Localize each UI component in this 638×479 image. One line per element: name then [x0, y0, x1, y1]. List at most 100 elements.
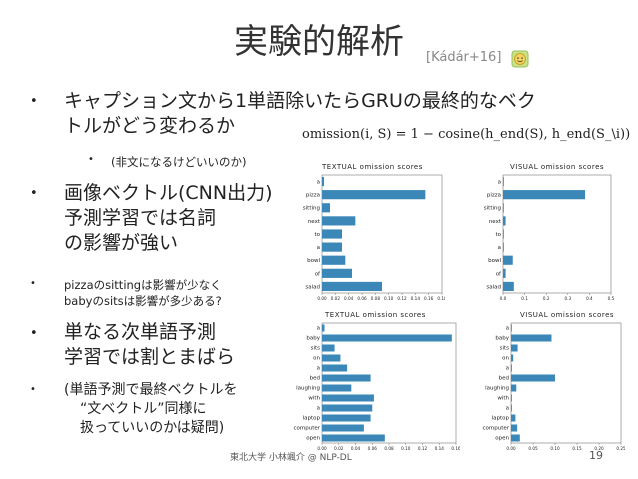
bullet-dot: •: [30, 94, 38, 109]
category-label: a: [498, 180, 501, 186]
category-label: baby: [495, 336, 509, 342]
bar: [511, 384, 517, 392]
bullet-dot: •: [30, 384, 36, 395]
chart-title: TEXTUAL omission scores: [325, 311, 426, 319]
bar: [503, 242, 504, 252]
tick-label: 0.02: [334, 446, 344, 451]
category-label: a: [498, 245, 501, 251]
category-label: bowl: [488, 258, 501, 264]
tick-label: 0.06: [357, 296, 367, 301]
bullet-dot: •: [30, 326, 38, 341]
category-label: next: [308, 219, 321, 225]
chart-visual-baby: VISUAL omission scores a baby sits on a bed la…: [475, 311, 625, 454]
bullet-1: キャプション文から1単語除いたらGRUの最終的なベク トルがどう変わるか: [64, 89, 624, 139]
bullet-2-line-1: 画像ベクトル(CNN出力): [64, 182, 273, 204]
category-label: a: [506, 406, 509, 412]
chart-title: VISUAL omission scores: [510, 163, 605, 171]
category-label: on: [313, 356, 320, 362]
bar: [322, 255, 346, 265]
tick-label: 0.04: [344, 296, 354, 301]
bullet-5: (単語予測で最終ベクトルを “文ベクトル”同様に 扱っていいのかは疑問): [64, 381, 237, 438]
tick-label: 0.10: [384, 296, 394, 301]
tick-label: 0.00: [506, 446, 516, 451]
bullet-1-line-1: キャプション文から1単語除いたらGRUの最終的なベク: [64, 90, 536, 112]
bar: [322, 374, 371, 382]
category-label: pizza: [487, 193, 501, 199]
bar: [511, 374, 555, 382]
bar: [511, 404, 512, 412]
bar: [511, 354, 514, 362]
category-label: a: [317, 406, 320, 412]
citation: [Kádár+16]: [426, 50, 502, 65]
smiley-icon: [511, 50, 529, 68]
tick-label: 0.18: [437, 296, 445, 301]
tick-label: 0.16: [424, 296, 434, 301]
bullet-dot: •: [30, 186, 38, 201]
bullet-5-line-2: “文ベクトル”同様に: [80, 401, 207, 417]
bar: [503, 268, 506, 278]
bar: [503, 203, 504, 213]
bar: [511, 434, 520, 442]
tick-label: 0.20: [594, 446, 604, 451]
tick-label: 0.00: [317, 296, 327, 301]
bar: [511, 334, 552, 342]
bar: [322, 242, 342, 252]
tick-label: 0.08: [384, 446, 394, 451]
category-label: open: [495, 436, 509, 442]
bar: [322, 354, 341, 362]
bullet-3-line-1: pizzaのsittingは影響が少なく: [64, 278, 222, 292]
bullet-4-line-2: 学習では割とまばら: [64, 346, 236, 368]
bar: [322, 229, 342, 239]
category-label: to: [314, 232, 320, 238]
bar: [511, 344, 518, 352]
category-label: sitting: [484, 206, 501, 212]
bar: [322, 384, 352, 392]
category-label: bowl: [307, 258, 320, 264]
tick-label: 0.10: [550, 446, 560, 451]
category-label: baby: [306, 336, 320, 342]
tick-label: 0.14: [435, 446, 445, 451]
bullet-2-line-2: 予測学習では名詞: [64, 207, 217, 229]
category-label: laughing: [485, 386, 509, 392]
tick-label: 0.16: [451, 446, 460, 451]
plot-frame: [321, 322, 457, 444]
tick-label: 0.00: [317, 446, 327, 451]
bar: [322, 216, 356, 226]
tick-label: 0.08: [371, 296, 381, 301]
bullet-1-line-2: トルがどう変わるか: [64, 115, 236, 137]
category-label: sits: [500, 346, 510, 352]
sub-bullet: (非文になるけどいいのか): [111, 155, 247, 169]
category-label: sitting: [303, 206, 320, 212]
category-label: a: [317, 245, 320, 251]
tick-label: 0.1: [521, 296, 528, 301]
page-number: 19: [589, 449, 603, 462]
bullet-3: pizzaのsittingは影響が少なく babyのsitsは影響が多少ある?: [64, 277, 222, 309]
category-label: computer: [482, 426, 509, 432]
bar: [511, 394, 512, 402]
bar: [503, 190, 586, 200]
chart-svg: a baby sits on a bed laughing with a laptop comput…: [293, 322, 460, 451]
chart-visual-pizza: VISUAL omission scores a pizza sitting next…: [465, 163, 615, 303]
bar: [503, 281, 514, 292]
omission-formula: omission(i, S) = 1 − cosine(h_end(S), h_…: [302, 127, 631, 142]
category-label: a: [506, 366, 509, 372]
bar: [322, 424, 364, 432]
bullet-5-line-3: 扱っていいのかは疑問): [80, 420, 225, 436]
category-label: with: [497, 396, 509, 402]
bar: [322, 176, 324, 187]
tick-label: 0.05: [528, 446, 538, 451]
bar: [511, 414, 516, 422]
bar: [503, 216, 506, 226]
bar: [503, 229, 504, 239]
category-label: laughing: [296, 386, 320, 392]
bar: [503, 255, 513, 265]
category-label: on: [502, 356, 509, 362]
category-label: open: [306, 436, 320, 442]
chart-svg: a pizza sitting next to a bowl of salad 0.0 0.1 0.2…: [484, 174, 615, 301]
bullet-3-line-2: babyのsitsは影響が多少ある?: [64, 294, 222, 308]
category-label: sits: [311, 346, 321, 352]
footer: 東北大学 小林颯介 @ NLP-DL: [230, 453, 352, 463]
bar: [322, 394, 374, 402]
category-label: laptop: [492, 416, 510, 422]
tick-label: 0.2: [543, 296, 550, 301]
